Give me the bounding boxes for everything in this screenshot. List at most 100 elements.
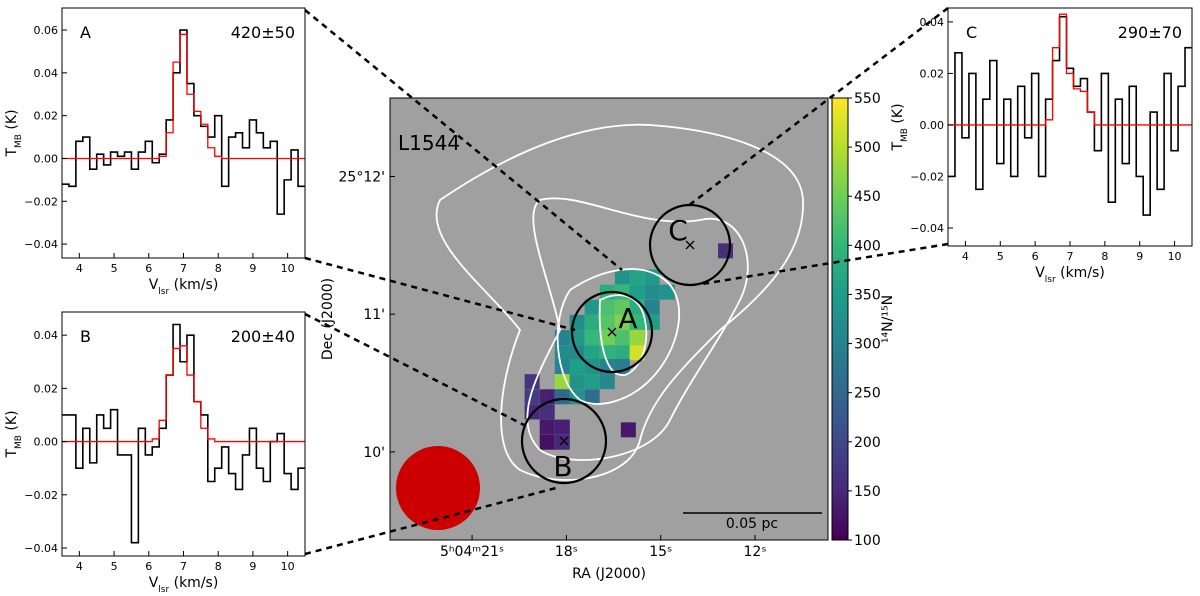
colorbar-tick-label: 150 xyxy=(854,484,881,500)
map-cell xyxy=(629,284,645,300)
contour xyxy=(526,197,749,461)
x-tick-label: 8 xyxy=(215,262,222,275)
x-tick-label: 5 xyxy=(997,250,1004,263)
source-name: L1544 xyxy=(398,131,460,155)
x-tick-label: 6 xyxy=(1032,250,1039,263)
map-cell xyxy=(629,345,645,361)
map-cell xyxy=(524,374,540,390)
y-axis-label-part: (K) xyxy=(4,410,20,435)
connector xyxy=(304,9,623,271)
region-circle xyxy=(570,290,654,374)
map-cell xyxy=(584,345,600,361)
map-cell xyxy=(584,330,600,346)
spectrum-line xyxy=(62,33,305,160)
contour xyxy=(435,123,804,481)
x-axis-label-part: lsr xyxy=(158,585,169,592)
x-tick-label: 9 xyxy=(249,560,256,573)
y-tick-label: 0.06 xyxy=(34,24,59,37)
region-label: B xyxy=(553,450,572,483)
map-cell xyxy=(644,269,660,285)
map-overlay: 0.05 pc L1544 A B C xyxy=(304,7,949,556)
y-axis-label: TMB (K) xyxy=(4,109,24,157)
x-tick-label: 5 xyxy=(111,560,118,573)
x-tick-label: 18ˢ xyxy=(555,544,578,560)
x-tick-label: 12ˢ xyxy=(744,544,767,560)
map-cell xyxy=(614,345,630,361)
plot-layer: −0.04 −0.02 0.00 0.02 0.04 0.06 4 5 6 7 8 9 10 Vlsr (… xyxy=(4,7,1193,595)
panel-label: A xyxy=(80,23,91,42)
connector xyxy=(701,242,949,286)
x-axis-label-part: lsr xyxy=(158,287,169,297)
y-axis-label-part: MB xyxy=(14,134,24,148)
map-cell xyxy=(599,299,615,315)
y-axis-label-part: T xyxy=(4,148,20,158)
map-cell xyxy=(569,359,585,375)
y-axis-label-part: T xyxy=(4,449,20,459)
y-tick-label: 10' xyxy=(363,445,385,461)
scale-label: 0.05 pc xyxy=(726,516,778,532)
panel-value: 420±50 xyxy=(231,23,295,42)
colorbar xyxy=(831,97,849,541)
colorbar-tick-label: 200 xyxy=(854,435,881,451)
map-cell xyxy=(554,419,570,435)
colorbar-tick-label: 100 xyxy=(854,533,881,549)
map-cell xyxy=(539,419,555,435)
y-axis-label: TMB (K) xyxy=(890,103,910,151)
map-cell xyxy=(539,404,555,420)
region-label: C xyxy=(668,214,688,247)
map-cell xyxy=(614,269,630,285)
y-axis-label-part: MB xyxy=(900,128,910,142)
map-cell xyxy=(644,284,660,300)
plot-area xyxy=(62,312,305,556)
y-tick-label: −0.04 xyxy=(910,222,944,235)
map-cell xyxy=(584,299,600,315)
x-tick-label: 15ˢ xyxy=(649,544,672,560)
y-tick-label: 0.04 xyxy=(920,16,945,29)
x-axis-label-part: (km/s) xyxy=(169,277,218,293)
y-tick-label: 0.04 xyxy=(34,67,59,80)
x-tick-label: 10 xyxy=(281,560,295,573)
colorbar-tick-label: 250 xyxy=(854,386,881,402)
map-cell xyxy=(584,389,600,405)
y-tick-label: −0.04 xyxy=(24,238,58,251)
map-cell xyxy=(569,374,585,390)
map-cell xyxy=(629,330,645,346)
x-tick-label: 8 xyxy=(215,560,222,573)
x-tick-label: 7 xyxy=(180,560,187,573)
x-axis-label-part: V xyxy=(149,575,159,591)
map-cell xyxy=(644,299,660,315)
x-axis-label-part: (km/s) xyxy=(1056,265,1105,281)
y-axis-label: TMB (K) xyxy=(4,410,24,458)
contour xyxy=(556,268,681,405)
map-cell xyxy=(629,269,645,285)
x-axis-label: Vlsr (km/s) xyxy=(149,277,219,297)
spectrum-line xyxy=(948,13,1192,126)
x-tick-label: 4 xyxy=(962,250,969,263)
spectrum-line xyxy=(948,15,1192,216)
panel-value: 290±70 xyxy=(1118,23,1182,42)
y-tick-label: −0.04 xyxy=(24,542,58,555)
y-tick-label: −0.02 xyxy=(24,489,58,502)
x-tick-label: 4 xyxy=(76,560,83,573)
y-axis-label-part: T xyxy=(890,142,906,152)
map-cell xyxy=(554,359,570,375)
y-tick-label: 0.02 xyxy=(34,382,59,395)
map-frame xyxy=(389,97,829,541)
plot-area xyxy=(62,8,305,258)
y-axis-label-part: (K) xyxy=(4,109,20,134)
map-cell xyxy=(620,422,636,438)
y-tick-label: −0.02 xyxy=(910,170,944,183)
x-axis-label-part: lsr xyxy=(1045,275,1056,285)
y-tick-label: 0.04 xyxy=(34,329,59,342)
x-axis-label-part: V xyxy=(149,277,159,293)
colorbar-tick-label: 500 xyxy=(854,140,881,156)
x-tick-label: 6 xyxy=(145,560,152,573)
colorbar-tick-label: 450 xyxy=(854,189,881,205)
map-cell xyxy=(554,345,570,361)
connectors xyxy=(304,7,949,556)
map-cell xyxy=(539,434,555,450)
map-cell xyxy=(614,314,630,330)
x-axis-label: Vlsr (km/s) xyxy=(1035,265,1105,285)
